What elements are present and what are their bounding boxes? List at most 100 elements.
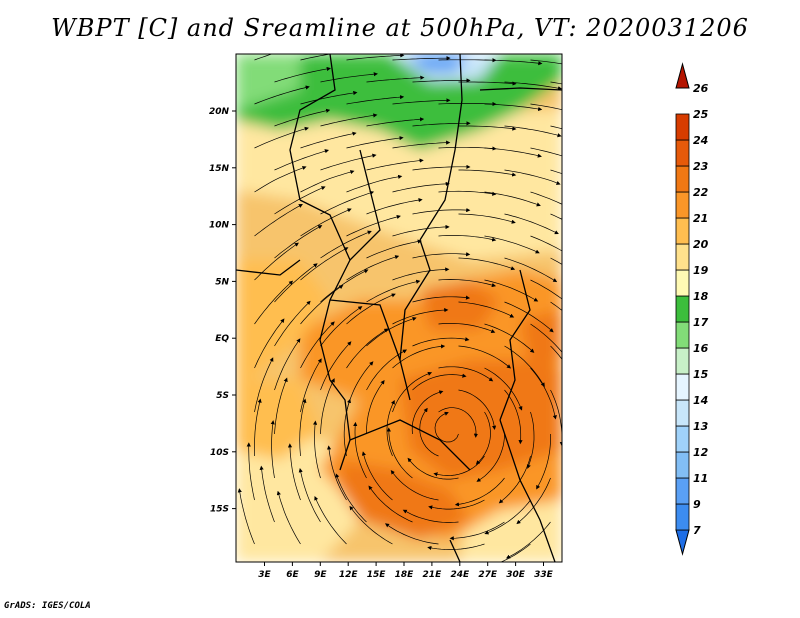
streamline	[384, 523, 439, 545]
streamline	[366, 279, 421, 303]
streamline	[550, 169, 562, 174]
streamline	[411, 390, 444, 435]
streamline	[320, 72, 378, 83]
streamline	[270, 420, 275, 479]
streamline	[366, 75, 425, 83]
streamline	[320, 306, 363, 347]
streamline	[343, 398, 351, 457]
streamline	[412, 252, 471, 259]
streamline	[320, 190, 375, 215]
streamline	[299, 398, 307, 457]
streamline	[550, 81, 562, 85]
streamline	[392, 56, 451, 61]
streamline	[346, 95, 405, 105]
y-tick-label: EQ	[215, 334, 229, 344]
wbpt-field	[236, 54, 562, 562]
colorbar-label: 9	[693, 498, 701, 511]
x-tick-label: 33E	[534, 570, 554, 580]
colorbar-segment	[675, 451, 690, 479]
streamline	[320, 269, 369, 303]
y-tick-label: 10S	[210, 448, 229, 458]
colorbar-segment	[675, 503, 690, 531]
streamlines	[237, 54, 562, 562]
streamline	[320, 378, 335, 435]
border-line	[236, 259, 301, 276]
streamline	[300, 321, 335, 369]
streamline	[392, 371, 433, 413]
streamline	[504, 389, 523, 445]
map-area	[236, 54, 562, 562]
streamline	[434, 411, 459, 443]
colorbar-segment	[675, 373, 690, 401]
streamline	[412, 207, 471, 215]
border-line	[349, 149, 381, 261]
streamline	[530, 147, 562, 157]
streamline	[237, 488, 255, 545]
field-contour	[420, 280, 500, 330]
streamline	[335, 473, 367, 523]
streamline	[458, 301, 515, 318]
y-tick-label: 5S	[216, 391, 229, 401]
streamline	[366, 117, 425, 127]
streamline	[300, 131, 357, 149]
streamline	[320, 153, 377, 171]
streamline	[504, 81, 562, 91]
colorbar-label: 17	[693, 316, 709, 329]
colorbar-top-arrow	[675, 62, 690, 89]
colorbar-segment	[675, 425, 690, 453]
streamline	[392, 344, 446, 369]
x-tick-label: 6E	[286, 570, 299, 580]
colorbar-label: 21	[693, 212, 708, 225]
field-contour	[340, 460, 470, 540]
colorbar-label: 22	[693, 186, 709, 199]
y-tick-label: 15N	[209, 164, 230, 174]
streamline	[412, 78, 471, 83]
streamline	[407, 457, 459, 480]
streamline	[412, 121, 471, 127]
streamline	[366, 198, 423, 215]
streamline	[428, 499, 485, 510]
streamline	[438, 235, 497, 242]
streamline	[392, 267, 450, 281]
streamline	[504, 125, 562, 138]
streamline	[346, 255, 400, 281]
border-line	[289, 54, 336, 201]
streamline	[412, 373, 467, 391]
streamline	[419, 407, 439, 457]
streamline	[484, 367, 523, 411]
streamline	[274, 108, 331, 127]
streamline	[454, 477, 505, 507]
streamline	[550, 301, 562, 311]
colorbar-label: 16	[693, 342, 709, 355]
streamline	[484, 499, 531, 535]
streamline	[298, 468, 321, 523]
colorbar-label: 7	[693, 524, 701, 537]
streamline	[504, 213, 559, 235]
streamline	[259, 465, 275, 523]
streamline	[300, 247, 349, 281]
streamline	[349, 505, 393, 545]
streamline	[274, 186, 326, 215]
streamline	[412, 337, 470, 347]
streamline	[550, 345, 562, 360]
colorbar-segment	[675, 113, 690, 141]
colorbar-label: 11	[693, 472, 708, 485]
colorbar-label: 18	[693, 290, 709, 303]
field-contour	[400, 360, 562, 480]
credit-label: GrADS: IGES/COLA	[4, 601, 91, 611]
streamline	[274, 377, 288, 435]
map-frame	[235, 53, 563, 563]
border-line	[299, 199, 351, 381]
colorbar-segment	[675, 139, 690, 167]
x-axis: 3E 6E 9E 12E 15E 18E 21E 24E 27E 30E 33E	[258, 562, 554, 580]
streamline	[320, 230, 372, 259]
streamline	[346, 293, 396, 325]
streamline	[438, 366, 494, 382]
streamline	[484, 323, 535, 353]
streamline	[366, 379, 385, 434]
colorbar-segment	[675, 399, 690, 427]
colorbar-segment	[675, 321, 690, 349]
field-contour	[236, 54, 300, 110]
streamline	[550, 213, 562, 220]
streamline	[274, 149, 330, 171]
